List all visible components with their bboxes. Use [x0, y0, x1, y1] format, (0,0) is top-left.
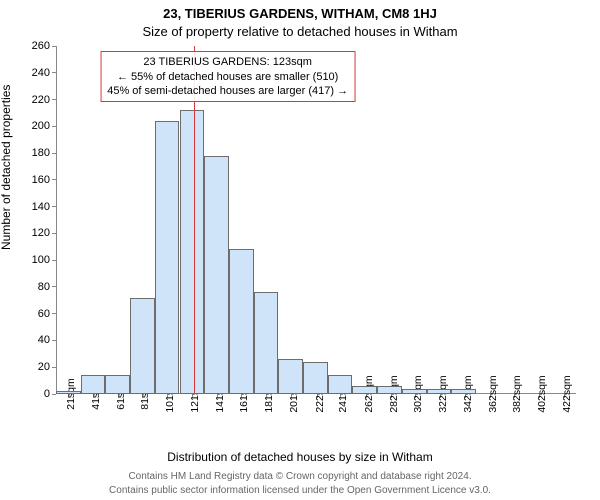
- x-tick-label: 322sqm: [431, 375, 449, 412]
- y-tick-label: 180: [32, 147, 56, 159]
- y-tick-label: 120: [32, 227, 56, 239]
- histogram-bar: [278, 359, 303, 394]
- annotation-line: 23 TIBERIUS GARDENS: 123sqm: [107, 55, 348, 69]
- histogram-bar: [229, 249, 254, 394]
- x-tick-label: 302sqm: [406, 375, 424, 412]
- histogram-bar: [451, 389, 476, 394]
- histogram-bar: [427, 389, 452, 394]
- x-tick-label: 282sqm: [382, 375, 400, 412]
- y-tick-label: 160: [32, 174, 56, 186]
- x-tick-label: 402sqm: [530, 375, 548, 412]
- histogram-bar: [56, 391, 81, 394]
- annotation-line: 45% of semi-detached houses are larger (…: [107, 84, 348, 98]
- histogram-bar: [328, 375, 353, 394]
- x-axis-label: Distribution of detached houses by size …: [0, 450, 600, 464]
- footer-line-1: Contains HM Land Registry data © Crown c…: [0, 471, 600, 482]
- x-tick-label: 342sqm: [456, 375, 474, 412]
- x-tick-label: 21sqm: [59, 378, 77, 410]
- y-tick-label: 100: [32, 254, 56, 266]
- histogram-bar: [254, 292, 279, 394]
- y-tick-label: 260: [32, 40, 56, 52]
- histogram-bar: [352, 386, 377, 394]
- histogram-bar: [155, 121, 180, 394]
- x-tick-label: 262sqm: [357, 375, 375, 412]
- footer-line-2: Contains public sector information licen…: [0, 485, 600, 496]
- histogram-bar: [81, 375, 106, 394]
- annotation-line: ← 55% of detached houses are smaller (51…: [107, 70, 348, 84]
- x-tick-label: 382sqm: [505, 375, 523, 412]
- y-tick-label: 200: [32, 120, 56, 132]
- y-tick-label: 40: [38, 334, 56, 346]
- y-tick-label: 240: [32, 67, 56, 79]
- y-tick-label: 20: [38, 361, 56, 373]
- y-tick-label: 140: [32, 201, 56, 213]
- chart-title-sub: Size of property relative to detached ho…: [0, 24, 600, 39]
- plot-area: 02040608010012014016018020022024026021sq…: [56, 46, 576, 394]
- x-tick-label: 362sqm: [481, 375, 499, 412]
- histogram-bar: [402, 389, 427, 394]
- histogram-bar: [377, 386, 402, 394]
- y-tick-label: 220: [32, 94, 56, 106]
- y-tick-label: 0: [44, 388, 56, 400]
- y-tick-label: 60: [38, 308, 56, 320]
- annotation-box: 23 TIBERIUS GARDENS: 123sqm← 55% of deta…: [100, 51, 355, 102]
- histogram-bar: [303, 362, 328, 394]
- y-axis-line: [56, 46, 57, 394]
- histogram-bar: [180, 110, 205, 394]
- histogram-bar: [105, 375, 130, 394]
- figure: 23, TIBERIUS GARDENS, WITHAM, CM8 1HJ Si…: [0, 0, 600, 500]
- y-tick-label: 80: [38, 281, 56, 293]
- chart-title-main: 23, TIBERIUS GARDENS, WITHAM, CM8 1HJ: [0, 6, 600, 21]
- histogram-bar: [130, 298, 155, 394]
- y-axis-label: Number of detached properties: [0, 85, 13, 250]
- x-tick-label: 422sqm: [555, 375, 573, 412]
- histogram-bar: [204, 156, 229, 394]
